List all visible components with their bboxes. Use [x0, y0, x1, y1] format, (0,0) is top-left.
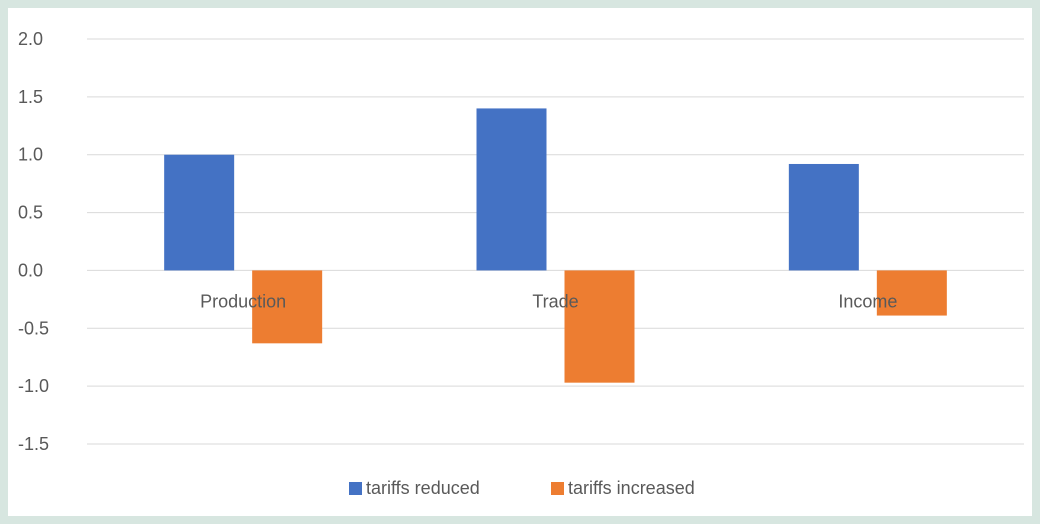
bar-increased: [876, 270, 947, 316]
legend-swatch: [349, 482, 362, 495]
grid-layer: [87, 38, 1024, 445]
bar-reduced: [476, 108, 547, 271]
bar-reduced: [788, 163, 859, 271]
y-tick-label: 0.5: [18, 203, 43, 223]
legend-item: tariffs reduced: [349, 478, 480, 498]
legend-label: tariffs increased: [568, 478, 695, 498]
y-tick-label: -1.0: [18, 376, 49, 396]
bar-reduced: [164, 154, 235, 271]
bar-increased: [252, 270, 323, 344]
legend-swatch: [551, 482, 564, 495]
chart-area: 2.0 1.5 1.0 0.5 0.0 -0.5 -1.0 -1.5 Production Tr…: [8, 8, 1032, 516]
y-tick-label: 0.0: [18, 260, 43, 280]
y-tick-label: -0.5: [18, 318, 49, 338]
category-labels: Production Trade Income: [200, 291, 897, 311]
legend-label: tariffs reduced: [366, 478, 480, 498]
y-tick-label: 1.0: [18, 145, 43, 165]
y-tick-label: -1.5: [18, 434, 49, 454]
category-label: Income: [838, 291, 897, 311]
category-label: Production: [200, 291, 286, 311]
legend: tariffs reduced tariffs increased: [349, 478, 695, 498]
y-tick-label: 2.0: [18, 29, 43, 49]
legend-item: tariffs increased: [551, 478, 695, 498]
category-label: Trade: [532, 291, 578, 311]
bar-chart: 2.0 1.5 1.0 0.5 0.0 -0.5 -1.0 -1.5 Production Tr…: [18, 29, 1024, 498]
y-axis-ticks: 2.0 1.5 1.0 0.5 0.0 -0.5 -1.0 -1.5: [18, 29, 49, 454]
bars: [164, 108, 947, 383]
bar-increased: [564, 270, 635, 383]
y-tick-label: 1.5: [18, 87, 43, 107]
